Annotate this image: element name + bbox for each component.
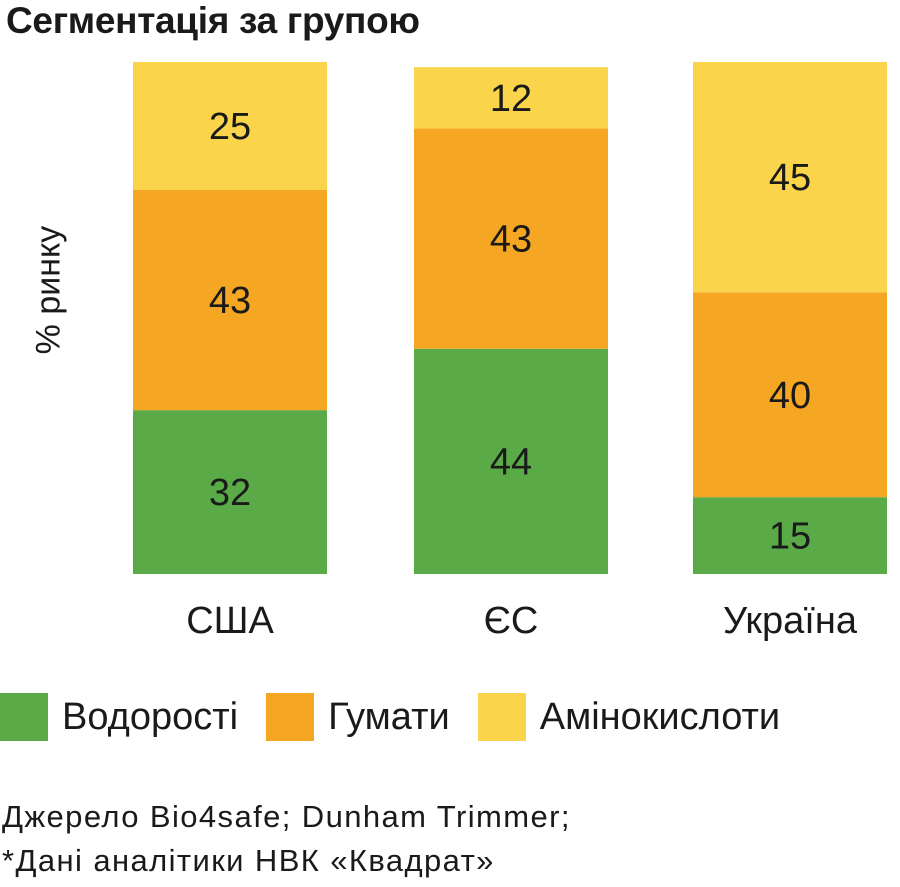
legend-label-humates: Гумати (328, 695, 450, 738)
legend-swatch-seaweed (0, 693, 48, 741)
legend-label-seaweed: Водорості (62, 695, 239, 738)
source-note: Джерело Bio4safe; Dunham Trimmer; *Дані … (2, 795, 571, 883)
data-label-usa-amino-acids: 25 (209, 106, 251, 148)
bar-eu-seaweed (414, 348, 608, 574)
legend-item-seaweed: Водорості (0, 693, 238, 741)
data-label-usa-seaweed: 32 (209, 472, 251, 514)
category-label-ukraine: Україна (723, 600, 858, 642)
source-line-1: Джерело Bio4safe; Dunham Trimmer; (2, 799, 571, 834)
bar-eu-amino-acids (414, 67, 608, 129)
legend: Водорості Гумати Амінокислоти (0, 692, 780, 742)
legend-item-humates: Гумати (266, 693, 450, 741)
category-label-eu: ЄС (484, 600, 539, 642)
data-label-usa-humates: 43 (209, 280, 251, 322)
bar-usa-humates (133, 190, 327, 411)
chart-title: Сегментація за групою (6, 0, 420, 41)
source-line-2: *Дані аналітики НВК «Квадрат» (2, 843, 495, 878)
legend-label-amino-acids: Амінокислоти (539, 695, 781, 738)
data-label-ukraine-humates: 40 (769, 375, 811, 417)
stacked-bar-chart: 32 43 25 США 44 43 12 ЄС 15 40 45 Україна (133, 62, 887, 642)
legend-swatch-amino-acids (477, 693, 526, 741)
bar-usa-seaweed (133, 410, 327, 574)
data-label-ukraine-amino-acids: 45 (769, 157, 811, 199)
data-label-eu-seaweed: 44 (490, 441, 532, 483)
legend-swatch-humates (266, 693, 315, 741)
data-label-eu-amino-acids: 12 (490, 78, 532, 120)
data-label-ukraine-seaweed: 15 (769, 516, 811, 558)
data-label-eu-humates: 43 (490, 219, 532, 261)
bar-eu-humates (414, 128, 608, 349)
bar-ukraine-amino-acids (693, 62, 887, 293)
category-label-usa: США (186, 600, 274, 642)
bar-ukraine-humates (693, 292, 887, 498)
legend-item-amino-acids: Амінокислоти (477, 693, 781, 741)
bar-ukraine-seaweed (693, 497, 887, 574)
bar-usa-amino-acids (133, 62, 327, 190)
